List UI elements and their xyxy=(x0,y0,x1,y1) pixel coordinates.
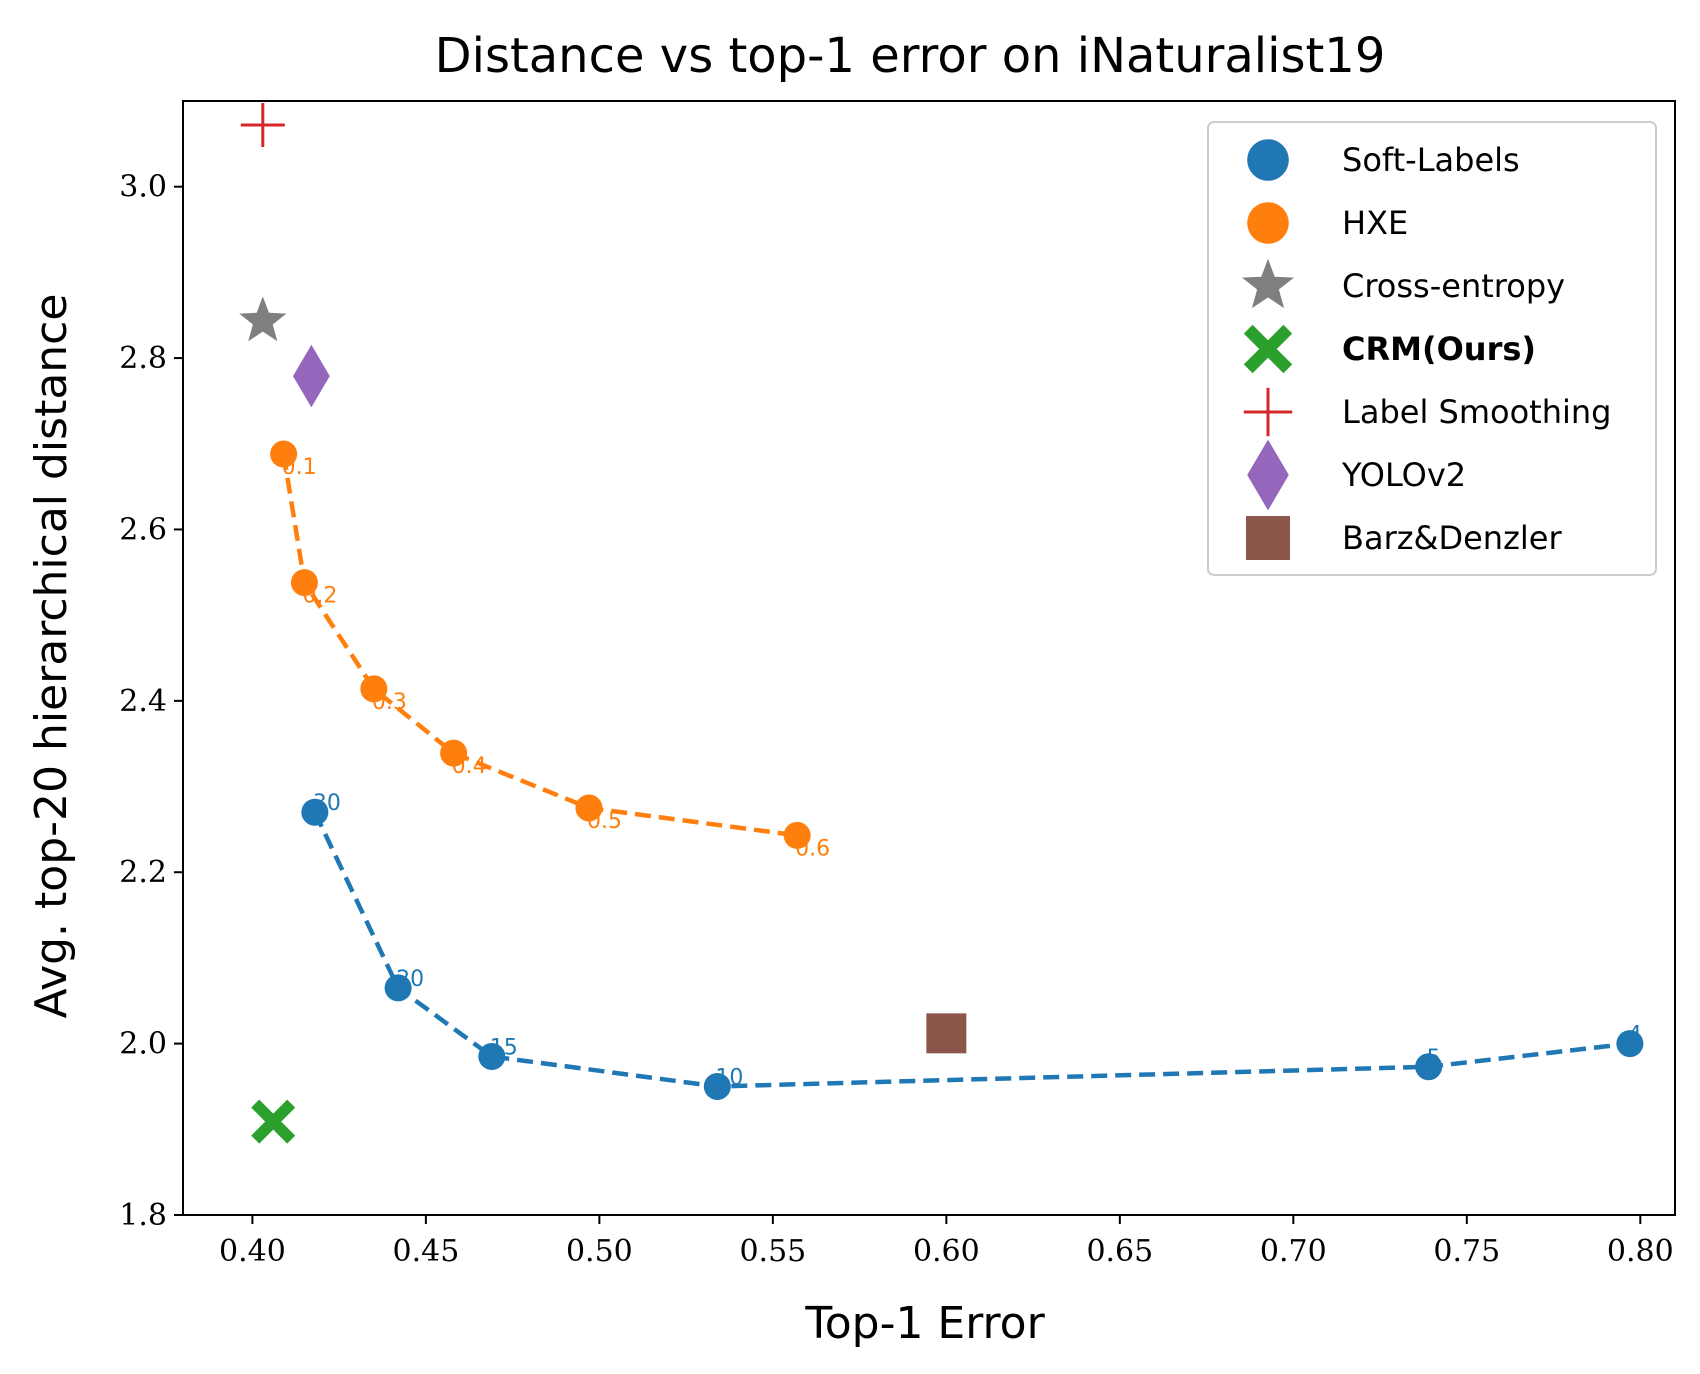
yolov2-point xyxy=(292,344,330,408)
soft-labels-point xyxy=(384,974,412,1002)
hxe-point-label: 0.6 xyxy=(795,836,830,861)
soft-labels-point-label: 4 xyxy=(1628,1023,1642,1048)
x-tick-label: 0.75 xyxy=(1433,1234,1500,1269)
hxe-line xyxy=(281,453,798,838)
soft-labels-point-label: 30 xyxy=(313,791,341,816)
legend-marker-label-smoothing xyxy=(1243,387,1293,437)
legend-marker-crm-ours xyxy=(1243,324,1293,374)
legend-label-yolov2: YOLOv2 xyxy=(1341,456,1466,494)
hxe-point-label: 0.5 xyxy=(587,809,622,834)
x-tick-label: 0.50 xyxy=(566,1234,633,1269)
hxe-point xyxy=(783,821,811,849)
soft-labels-point-label: 15 xyxy=(490,1035,518,1060)
legend-label-cross-entropy: Cross-entropy xyxy=(1342,267,1565,305)
hxe-point xyxy=(270,440,298,468)
y-tick-label: 2.8 xyxy=(119,341,167,376)
hxe-point-label: 0.4 xyxy=(452,754,487,779)
x-tick-label: 0.55 xyxy=(739,1234,806,1269)
hxe-point xyxy=(360,675,388,703)
legend-label-soft-labels: Soft-Labels xyxy=(1342,141,1520,179)
y-tick-label: 3.0 xyxy=(119,170,167,205)
crm-ours-point xyxy=(251,1099,296,1144)
hxe-point xyxy=(290,569,318,597)
hxe-point-label: 0.2 xyxy=(302,584,337,609)
soft-labels-point xyxy=(703,1072,731,1100)
soft-labels-line xyxy=(312,811,1631,1089)
legend: Soft-Labels HXE Cross-entropy CRM(Ours) Labe… xyxy=(1207,121,1657,576)
soft-labels-point xyxy=(478,1042,506,1070)
x-tick-label: 0.40 xyxy=(219,1234,286,1269)
plot-area: 0.40 0.45 0.50 0.55 0.60 0.65 0.70 0.75 0.801.82… xyxy=(119,100,1676,1269)
legend-marker-soft-labels xyxy=(1247,139,1289,181)
legend-marker-yolov2 xyxy=(1247,439,1289,511)
legend-label-barz-denzler: Barz&Denzler xyxy=(1342,519,1562,557)
y-tick-label: 2.6 xyxy=(119,512,167,547)
y-axis-label: Avg. top-20 hierarchical distance xyxy=(26,294,77,1019)
chart-title: Distance vs top-1 error on iNaturalist19 xyxy=(435,28,1386,84)
hxe-point-label: 0.1 xyxy=(282,455,317,480)
y-tick-label: 2.0 xyxy=(119,1027,167,1062)
soft-labels-point xyxy=(301,798,329,826)
legend-box xyxy=(1207,121,1657,576)
legend-marker-hxe xyxy=(1247,202,1289,244)
x-tick-label: 0.45 xyxy=(392,1234,459,1269)
barz-denzler-point xyxy=(926,1013,967,1054)
legend-marker-barz-denzler xyxy=(1246,516,1290,560)
hxe-point-label: 0.3 xyxy=(372,690,407,715)
y-tick-label: 2.4 xyxy=(119,684,167,719)
x-tick-label: 0.80 xyxy=(1607,1234,1674,1269)
label-smoothing-point xyxy=(240,102,285,147)
plot-frame xyxy=(182,100,1676,1216)
x-tick-label: 0.65 xyxy=(1086,1234,1153,1269)
legend-label-label-smoothing: Label Smoothing xyxy=(1342,393,1611,431)
x-tick-label: 0.70 xyxy=(1260,1234,1327,1269)
cross-entropy-point xyxy=(239,296,287,342)
soft-labels-point xyxy=(1415,1053,1443,1081)
y-tick-label: 2.2 xyxy=(119,855,167,890)
soft-labels-point-label: 10 xyxy=(715,1065,743,1090)
hxe-point xyxy=(440,739,468,767)
soft-labels-point-label: 5 xyxy=(1427,1046,1441,1071)
soft-labels-point-label: 20 xyxy=(396,967,424,992)
x-axis-label: Top-1 Error xyxy=(804,1298,1045,1349)
x-tick-label: 0.60 xyxy=(913,1234,980,1269)
legend-label-crm-ours: CRM(Ours) xyxy=(1342,330,1536,368)
soft-labels-point xyxy=(1616,1030,1644,1058)
legend-label-hxe: HXE xyxy=(1342,204,1408,242)
hxe-point xyxy=(575,794,603,822)
legend-marker-cross-entropy xyxy=(1242,258,1294,309)
y-tick-label: 1.8 xyxy=(119,1198,167,1233)
